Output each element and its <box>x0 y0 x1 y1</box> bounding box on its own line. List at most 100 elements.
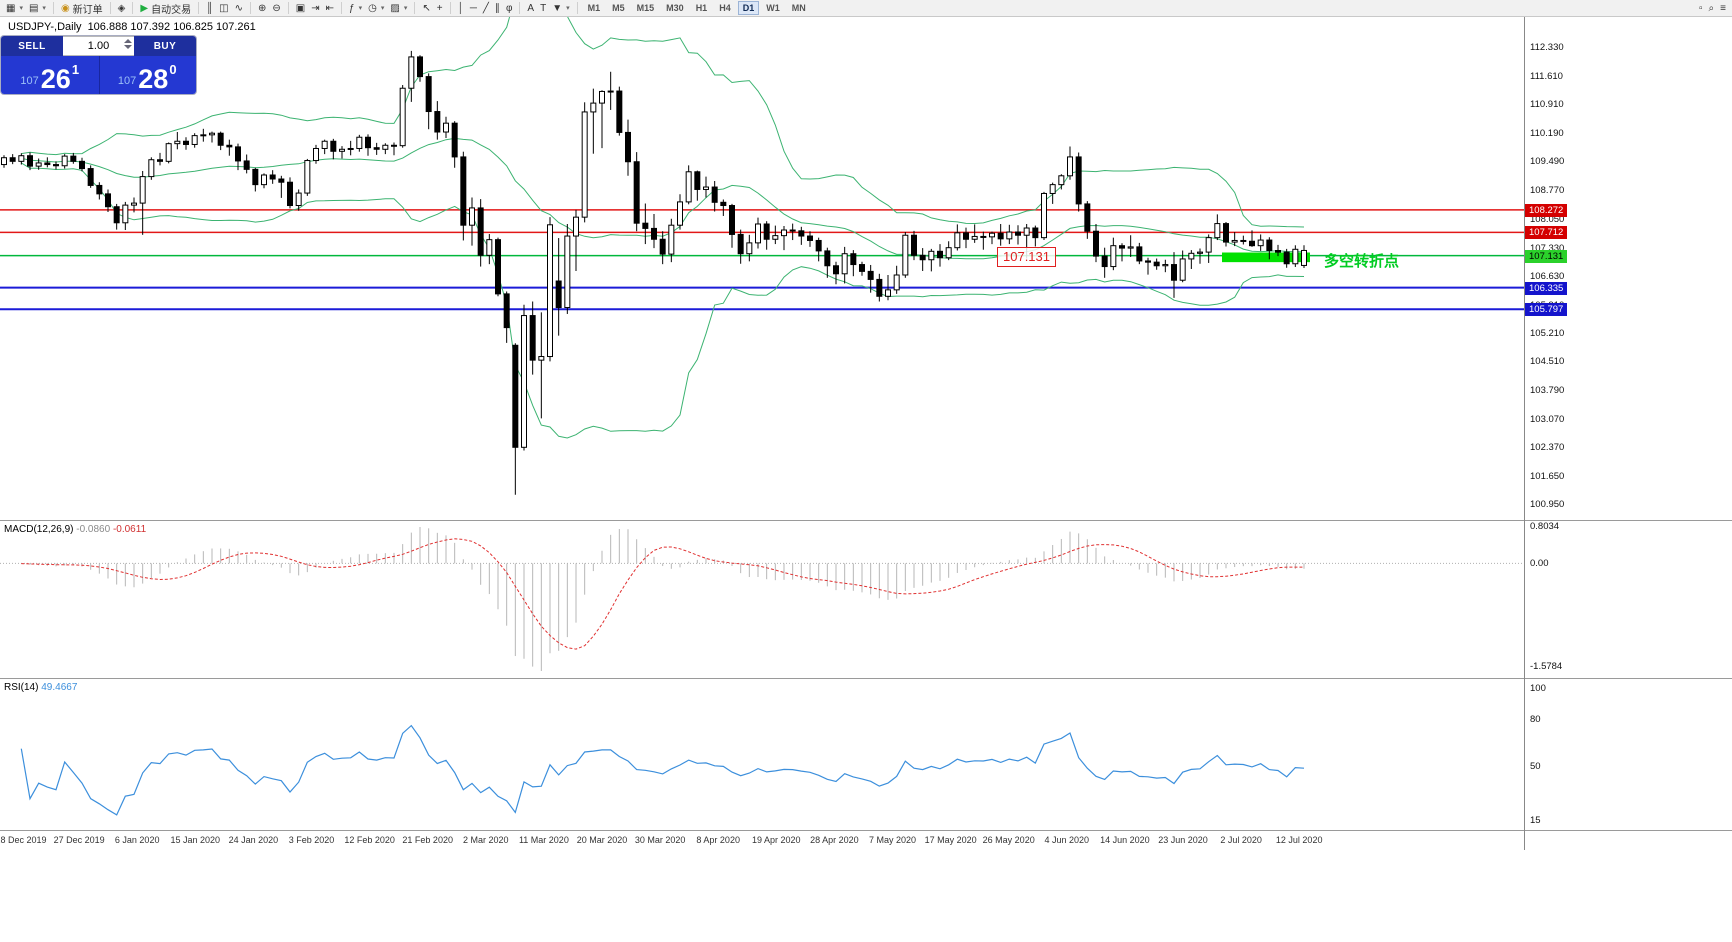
price-axis-label: 110.190 <box>1530 127 1564 139</box>
metaeditor-button[interactable]: ◈ <box>115 1 129 16</box>
spinner-up-icon[interactable] <box>124 39 132 43</box>
highlight-rect[interactable] <box>1222 252 1310 263</box>
chevron-down-icon: ▾ <box>380 5 385 12</box>
periods-button[interactable]: ◷ ▾ <box>365 1 387 16</box>
timeframe-h4-button[interactable]: H4 <box>719 3 731 13</box>
vertical-line-button[interactable]: │ <box>455 1 467 16</box>
timeframe-m15-button[interactable]: M15 <box>636 3 655 13</box>
candle <box>659 238 666 255</box>
timeframe-m30-button[interactable]: M30 <box>666 3 684 13</box>
trendline-button[interactable]: ╱ <box>480 1 492 16</box>
candle <box>226 144 233 148</box>
chart-candles-button[interactable]: ◫ <box>216 1 231 16</box>
new-chart-button[interactable]: ▦ ▾ <box>3 1 26 16</box>
candle <box>9 157 16 162</box>
channel-button[interactable]: ∥ <box>492 1 503 16</box>
sell-price[interactable]: 107 26 1 <box>1 56 99 94</box>
candle <box>547 224 553 358</box>
candle <box>339 148 345 152</box>
date-axis-label: 14 Jun 2020 <box>1100 835 1150 845</box>
chart-line-button[interactable]: ∿ <box>232 1 246 16</box>
timeframe-d1-button[interactable]: D1 <box>737 1 760 15</box>
candle <box>157 159 163 162</box>
menu-button[interactable]: ≡ <box>1717 1 1729 16</box>
cursor-button[interactable]: ↖ <box>419 1 433 16</box>
new-order-button[interactable]: ◉ 新订单 <box>58 1 106 16</box>
price-axis-label: 107.330 <box>1530 242 1565 254</box>
zoom-out-button[interactable]: ⊖ <box>269 1 283 16</box>
zoom-in-button[interactable]: ⊕ <box>255 1 269 16</box>
volume-input[interactable] <box>76 39 121 53</box>
candle <box>1067 156 1073 177</box>
candle <box>269 174 276 180</box>
timeframe-m1-button[interactable]: M1 <box>587 3 601 13</box>
sell-button[interactable]: SELL <box>1 36 63 56</box>
autotrade-button[interactable]: ▶ 自动交易 <box>137 1 194 16</box>
candle <box>347 147 354 150</box>
candle <box>997 232 1004 240</box>
candle <box>356 136 363 149</box>
toolbar-separator <box>519 2 521 14</box>
fibonacci-button[interactable]: φ <box>503 1 515 16</box>
indicators-button[interactable]: ƒ ▾ <box>346 1 365 16</box>
candle <box>1214 223 1221 239</box>
chevron-down-icon: ▾ <box>358 5 363 12</box>
date-axis-label: 19 Apr 2020 <box>752 835 801 845</box>
candle <box>1093 230 1099 257</box>
candle <box>252 168 259 186</box>
candle <box>1145 260 1151 263</box>
volume-spinner[interactable] <box>124 39 132 49</box>
candle <box>113 206 120 224</box>
date-axis-label: 2 Jul 2020 <box>1220 835 1262 845</box>
candle <box>729 205 735 235</box>
profiles-button[interactable]: ▤ ▾ <box>26 1 49 16</box>
price-divider <box>98 56 100 94</box>
date-axis-label: 21 Feb 2020 <box>402 835 453 845</box>
chart-bars-icon: ║ <box>206 2 214 14</box>
candle <box>434 111 441 133</box>
text-button[interactable]: A <box>524 1 537 16</box>
rsi-panel <box>20 724 1305 816</box>
timeframe-m5-button[interactable]: M5 <box>612 3 625 13</box>
templates-button[interactable]: ▨ ▾ <box>387 1 410 16</box>
buy-price[interactable]: 107 28 0 <box>99 56 197 94</box>
search-button[interactable]: ⌕ <box>1706 1 1718 16</box>
timeframe-h1-button[interactable]: H1 <box>695 3 708 13</box>
chart-shift-button[interactable]: ⇤ <box>323 1 337 16</box>
candle <box>564 235 571 309</box>
price-axis-label: 106.630 <box>1530 270 1565 282</box>
crosshair-button[interactable]: + <box>434 1 446 16</box>
new-order-button-label: 新订单 <box>72 4 103 16</box>
tile-windows-icon: ▣ <box>295 2 306 14</box>
candle <box>373 147 380 150</box>
chart-shift-icon: ⇤ <box>325 2 335 14</box>
date-axis-label: 30 Mar 2020 <box>634 835 686 845</box>
auto-scroll-button[interactable]: ⇥ <box>308 1 322 16</box>
price-tag: 107.131 <box>1525 249 1568 263</box>
horizontal-line-button[interactable]: ─ <box>467 1 480 16</box>
candle <box>131 202 137 206</box>
candle <box>642 222 649 229</box>
candle <box>685 171 692 203</box>
docking-button[interactable]: ▫ <box>1696 1 1706 16</box>
timeframe-mn-button[interactable]: MN <box>791 3 806 13</box>
date-axis-label: 24 Jan 2020 <box>228 835 279 845</box>
spinner-down-icon[interactable] <box>124 45 132 49</box>
timeframe-w1-button[interactable]: W1 <box>766 3 780 13</box>
chart-bars-button[interactable]: ║ <box>203 1 216 16</box>
candle <box>1041 192 1047 239</box>
arrows-button[interactable]: ▼ ▾ <box>549 1 572 16</box>
candle <box>607 90 614 93</box>
tile-windows-button[interactable]: ▣ <box>293 1 308 16</box>
buy-button[interactable]: BUY <box>134 36 196 56</box>
candle <box>746 242 753 255</box>
text-label-button[interactable]: T <box>537 1 549 16</box>
candle <box>1301 249 1307 266</box>
price-annotation-label[interactable]: 107.131 <box>997 247 1056 267</box>
toolbar-separator <box>132 2 134 14</box>
candle <box>1015 231 1021 236</box>
candle <box>677 201 683 226</box>
candle <box>1292 248 1299 265</box>
volume-field[interactable] <box>63 36 134 56</box>
